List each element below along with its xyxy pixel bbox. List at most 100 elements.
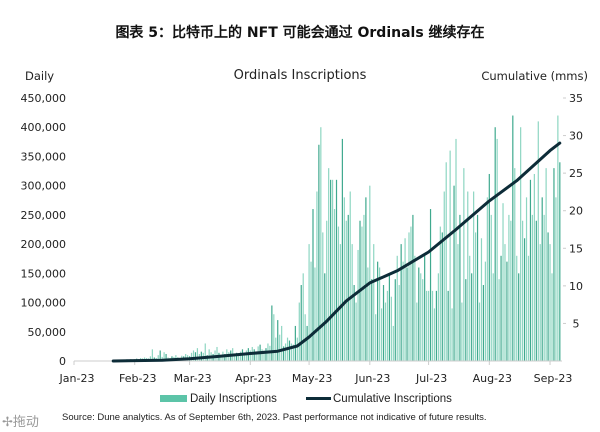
daily-bar [445,162,447,361]
daily-bar [288,340,291,361]
y-tick-label: 150,000 [21,267,67,280]
daily-bar [553,168,555,361]
chart-title: Ordinals Inscriptions [234,68,367,83]
x-tick-label: Apr-23 [235,372,271,385]
daily-bar [516,255,518,361]
daily-bar [261,349,263,361]
daily-bar [331,179,334,361]
daily-bar [392,325,394,361]
y-axis-label: Daily [25,69,54,83]
daily-bar [333,209,336,361]
daily-bar [234,353,236,361]
daily-bar [422,279,424,361]
y2-tick-label: 30 [569,130,583,143]
daily-bar [339,244,342,361]
daily-bar [518,273,520,361]
daily-bar [512,115,514,362]
daily-bar [300,285,302,361]
daily-bar [220,355,222,361]
daily-bar [557,115,559,362]
daily-bar [196,348,199,361]
x-tick-label: Feb-23 [119,372,156,385]
daily-bar [249,350,251,361]
daily-bar [349,191,351,361]
daily-bar [465,279,467,361]
daily-bar [275,337,277,361]
legend: Daily Inscriptions Cumulative Inscriptio… [160,393,452,405]
daily-bar [426,290,428,361]
daily-bar [404,238,406,361]
daily-bar [449,150,451,361]
daily-bar [310,261,312,361]
daily-bar [292,344,295,361]
daily-bar [224,353,226,361]
daily-bar [304,314,306,361]
daily-bar [533,173,535,361]
y2-axis-label: Cumulative (mms) [481,69,588,83]
daily-bar [427,290,430,361]
daily-bar [508,214,510,361]
daily-bar [400,244,402,361]
y2-tick-label: 25 [569,167,583,180]
daily-bar [502,203,504,361]
daily-bar [543,214,545,361]
daily-bar [414,255,416,361]
daily-bar [420,273,422,361]
daily-bar [537,121,539,361]
daily-bar [239,351,242,361]
daily-bar [335,179,338,361]
daily-bar [273,314,275,361]
daily-bar [418,267,420,361]
daily-bar [367,267,369,361]
daily-bar [541,197,543,361]
daily-bar [492,273,494,361]
x-tick-label: Mar-23 [174,372,212,385]
y-tick-label: 100,000 [21,297,67,310]
daily-bar [467,191,469,361]
daily-bar [375,314,377,361]
daily-bar [416,302,418,361]
y-tick-label: 50,000 [28,326,67,339]
daily-bar [398,285,400,361]
y2-tick-label: 15 [569,242,583,255]
y2-tick-label: 10 [569,280,583,293]
daily-bar [443,191,445,361]
daily-bar [506,261,508,361]
daily-bar [424,255,426,361]
daily-bar [390,296,392,361]
daily-bar [451,308,453,361]
daily-bar [361,226,363,361]
daily-bar [551,273,553,361]
daily-bar [484,261,486,361]
x-ticks: Jan-23 Feb-23 Mar-23 Apr-23 May-23 Jun-23 Jul-… [59,361,572,385]
daily-bar [482,285,485,361]
drag-watermark: ✢拖动 [2,415,39,430]
x-tick-label: May-23 [292,372,333,385]
daily-bar [369,185,371,361]
y-ticks: 0 50,000 100,000 150,000 200,000 250,000 300,0… [21,92,67,368]
daily-bar [520,127,522,361]
daily-bar [480,238,483,361]
daily-bar [488,173,490,361]
x-tick-label: Jan-23 [59,372,95,385]
source-note: Source: Dune analytics. As of September … [62,412,487,423]
legend-cumulative: Cumulative Inscriptions [333,393,452,405]
daily-bar [357,249,359,361]
daily-bar [500,255,502,361]
daily-bar [255,351,257,361]
daily-bar [245,350,247,361]
daily-bar [504,244,506,361]
daily-bar [457,244,459,361]
daily-bar [328,168,330,361]
daily-bar [453,185,455,361]
y-tick-label: 400,000 [21,121,67,134]
daily-bar [365,197,367,361]
y2-ticks: 5 10 15 20 25 30 35 [563,92,583,330]
daily-bar [433,308,436,361]
x-tick-label: Jun-23 [354,372,390,385]
daily-bar [486,197,488,361]
daily-bar [208,349,210,361]
daily-bar [284,343,287,361]
daily-bar [298,302,300,361]
daily-bar [539,244,541,361]
